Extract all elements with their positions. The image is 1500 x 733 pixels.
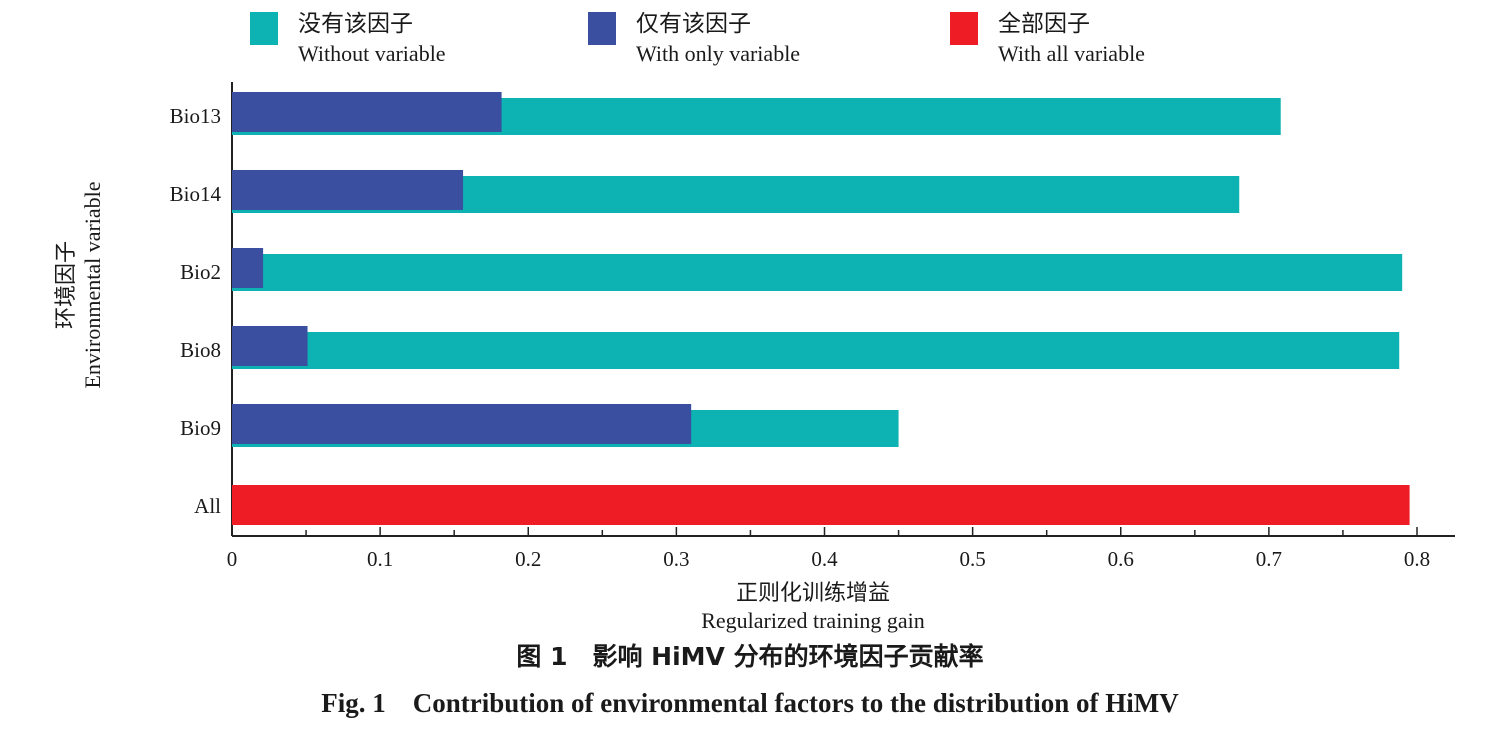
legend-label-en: With all variable <box>998 41 1145 66</box>
x-axis-label-zh: 正则化训练增益 <box>735 581 890 606</box>
bar-with-only-variable <box>232 404 692 444</box>
legend-label-en: With only variable <box>636 41 801 66</box>
figure-caption-en: Fig. 1 Contribution of environmental fac… <box>321 688 1179 718</box>
bar-with-only-variable <box>232 248 264 288</box>
legend-swatch-without <box>250 12 278 45</box>
bar-without-variable <box>232 332 1400 369</box>
x-axis-label: 正则化训练增益 Regularized training gain <box>701 580 925 634</box>
y-tick-label: Bio8 <box>180 338 221 362</box>
x-tick-label: 0.4 <box>811 547 838 571</box>
x-tick-label: 0.8 <box>1404 547 1430 571</box>
legend-swatch-only <box>588 12 616 45</box>
x-tick-label: 0.7 <box>1256 547 1282 571</box>
y-tick-label: All <box>194 494 221 518</box>
legend-item-only: 仅有该因子 With only variable <box>588 10 888 70</box>
legend-item-without: 没有该因子 Without variable <box>250 10 550 70</box>
x-tick-label: 0.1 <box>367 547 393 571</box>
x-tick-label: 0.6 <box>1108 547 1134 571</box>
y-tick-label: Bio9 <box>180 416 221 440</box>
bar-without-variable <box>232 254 1403 291</box>
legend-label-zh: 仅有该因子 <box>636 11 751 37</box>
legend-label-en: Without variable <box>298 41 446 66</box>
y-tick-label: Bio14 <box>170 182 222 206</box>
x-tick-label: 0.2 <box>515 547 541 571</box>
bar-with-only-variable <box>232 326 308 366</box>
y-tick-label: Bio2 <box>180 260 221 284</box>
x-tick-label: 0 <box>227 547 238 571</box>
legend-label-zh: 全部因子 <box>998 11 1090 37</box>
x-tick-label: 0.3 <box>663 547 689 571</box>
legend-swatch-all <box>950 12 978 45</box>
x-axis-label-en: Regularized training gain <box>701 608 925 633</box>
bar-with-only-variable <box>232 170 464 210</box>
bar-with-only-variable <box>232 92 502 132</box>
bar-with-all-variable <box>232 485 1410 525</box>
x-tick-label: 0.5 <box>960 547 986 571</box>
legend-label-zh: 没有该因子 <box>298 11 413 37</box>
figure-caption-zh: 图 1 影响 HiMV 分布的环境因子贡献率 <box>516 642 984 671</box>
y-tick-label: Bio13 <box>170 104 221 128</box>
legend-item-all: 全部因子 With all variable <box>950 10 1250 70</box>
